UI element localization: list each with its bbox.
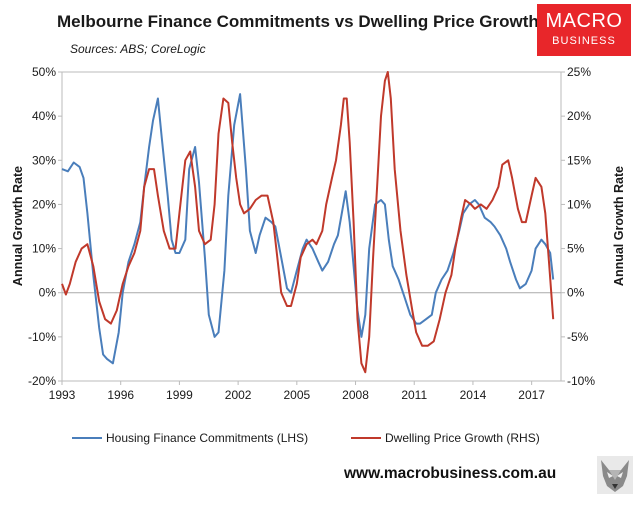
x-tick-label: 1996 <box>107 388 134 402</box>
legend-label-housing-finance: Housing Finance Commitments (LHS) <box>106 431 308 445</box>
right-tick-label: 25% <box>567 65 591 79</box>
plot-area <box>61 71 562 382</box>
legend-label-dwelling-price: Dwelling Price Growth (RHS) <box>385 431 540 445</box>
series-line-housing-finance <box>61 93 555 365</box>
right-axis-ticks: -10% -5% 0% 5% 10% 15% 20% 25% <box>561 65 595 388</box>
left-tick-label: 20% <box>32 197 56 211</box>
x-tick-label: 2014 <box>460 388 487 402</box>
macrobusiness-logo: MACRO BUSINESS <box>537 4 631 56</box>
legend: Housing Finance Commitments (LHS) Dwelli… <box>72 431 540 445</box>
right-tick-label: 5% <box>567 242 585 256</box>
right-tick-label: 20% <box>567 109 591 123</box>
left-tick-label: 30% <box>32 153 56 167</box>
x-tick-label: 1993 <box>49 388 76 402</box>
right-tick-label: -5% <box>567 330 589 344</box>
series-line-dwelling-price <box>61 71 555 374</box>
chart-title: Melbourne Finance Commitments vs Dwellin… <box>57 12 539 31</box>
chart-subtitle: Sources: ABS; CoreLogic <box>70 42 206 56</box>
wolf-icon <box>597 456 633 494</box>
x-tick-label: 2002 <box>225 388 252 402</box>
x-tick-label: 1999 <box>166 388 193 402</box>
left-tick-label: 50% <box>32 65 56 79</box>
logo-line-macro: MACRO <box>545 10 623 32</box>
x-tick-label: 2011 <box>401 388 427 402</box>
x-tick-label: 2005 <box>283 388 310 402</box>
footer-url[interactable]: www.macrobusiness.com.au <box>343 465 556 482</box>
x-tick-label: 2017 <box>518 388 545 402</box>
left-tick-label: -20% <box>28 374 56 388</box>
x-tick-label: 2008 <box>342 388 369 402</box>
x-axis-ticks: 1993 1996 1999 2002 2005 2008 2011 2014 2017 <box>49 381 545 402</box>
left-tick-label: -10% <box>28 330 56 344</box>
right-tick-label: 0% <box>567 286 585 300</box>
left-tick-label: 10% <box>32 242 56 256</box>
left-tick-label: 40% <box>32 109 56 123</box>
left-tick-label: 0% <box>39 286 57 300</box>
right-axis-label: Annual Growth Rate <box>612 166 626 286</box>
right-tick-label: 10% <box>567 197 591 211</box>
left-axis-ticks: -20% -10% 0% 10% 20% 30% 40% 50% <box>28 65 62 388</box>
right-tick-label: 15% <box>567 153 591 167</box>
right-tick-label: -10% <box>567 374 595 388</box>
logo-line-business: BUSINESS <box>552 35 616 47</box>
left-axis-label: Annual Growth Rate <box>11 166 25 286</box>
